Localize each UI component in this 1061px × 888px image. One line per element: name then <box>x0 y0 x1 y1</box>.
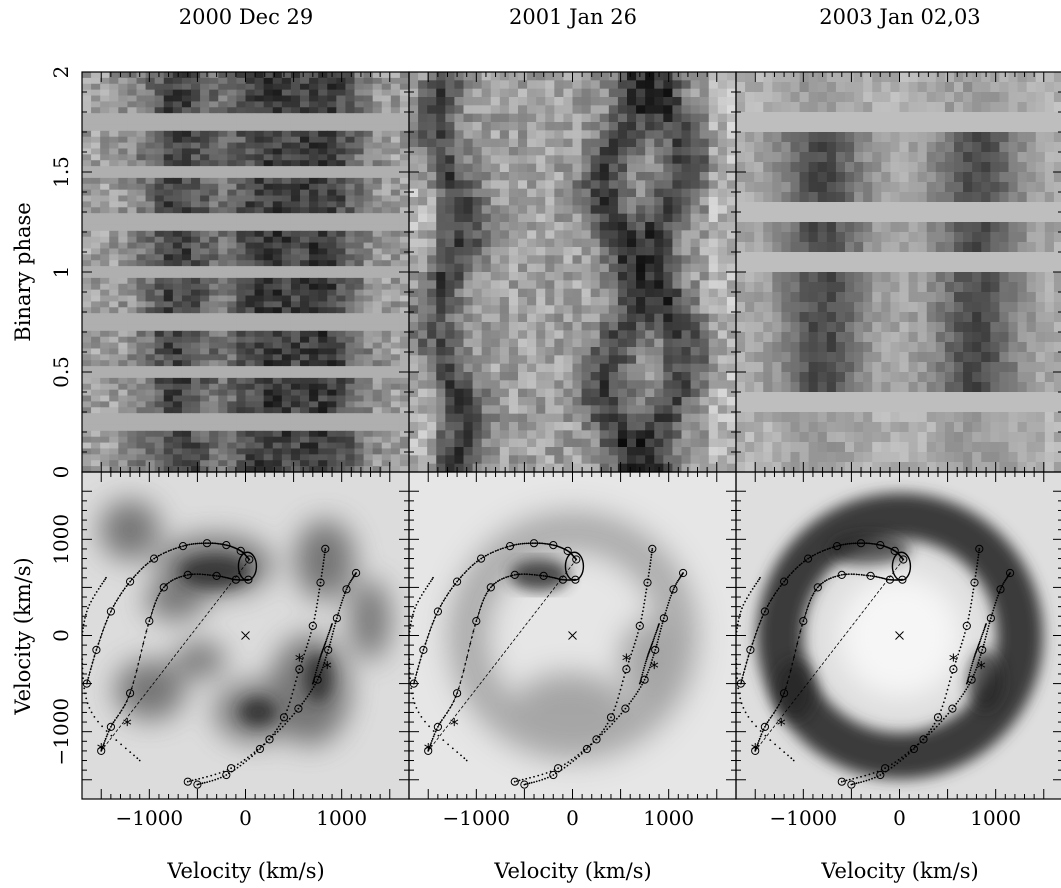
column-title-2: 2001 Jan 26 <box>509 5 637 29</box>
phase-tick-label: 2 <box>49 66 73 79</box>
x-tick-label: 1000 <box>970 806 1021 830</box>
x-tick-label: −1000 <box>115 806 183 830</box>
phase-tick-label: 1 <box>49 266 73 279</box>
xlabel-1: Velocity (km/s) <box>166 859 324 883</box>
phase-tick-label: 1.5 <box>49 156 73 188</box>
column-title-1: 2000 Dec 29 <box>179 5 314 29</box>
x-tick-label: 1000 <box>643 806 694 830</box>
spectrogram-2000-dec-29 <box>82 72 410 473</box>
x-tick-label: 1000 <box>316 806 367 830</box>
x-tick-label: 0 <box>893 806 906 830</box>
tomogram-overlay-3: *** * <box>735 539 1015 789</box>
x-tick-label: 0 <box>239 806 252 830</box>
xlabel-3: Velocity (km/s) <box>820 859 978 883</box>
y-tick-label: 0 <box>49 629 73 642</box>
xlabel-2: Velocity (km/s) <box>493 859 651 883</box>
column-title-3: 2003 Jan 02,03 <box>819 5 980 29</box>
phase-tick-label: 0.5 <box>49 356 73 388</box>
phase-tick-label: 0 <box>49 466 73 479</box>
x-tick-label: −1000 <box>769 806 837 830</box>
spectrogram-2001-jan-26 <box>409 72 737 473</box>
tomogram-2003-jan-02-03 <box>736 472 1061 799</box>
x-tick-label: −1000 <box>442 806 510 830</box>
spectrogram-2003-jan-02-03 <box>736 72 1061 473</box>
y-tick-label: 1000 <box>49 514 73 565</box>
tomogram-overlay-2: *** * <box>408 539 688 789</box>
top-ylabel: Binary phase <box>11 202 35 341</box>
x-tick-label: 0 <box>566 806 579 830</box>
y-tick-label: −1000 <box>49 698 73 766</box>
tick-labels: −1000 0 1000 −1000 0 1000 −1000 0 1000 −1000 0 1000… <box>49 66 1021 830</box>
tomogram-overlay-1: *** * <box>81 539 361 789</box>
bottom-ylabel: Velocity (km/s) <box>11 557 35 715</box>
panel-frames <box>81 71 1061 800</box>
